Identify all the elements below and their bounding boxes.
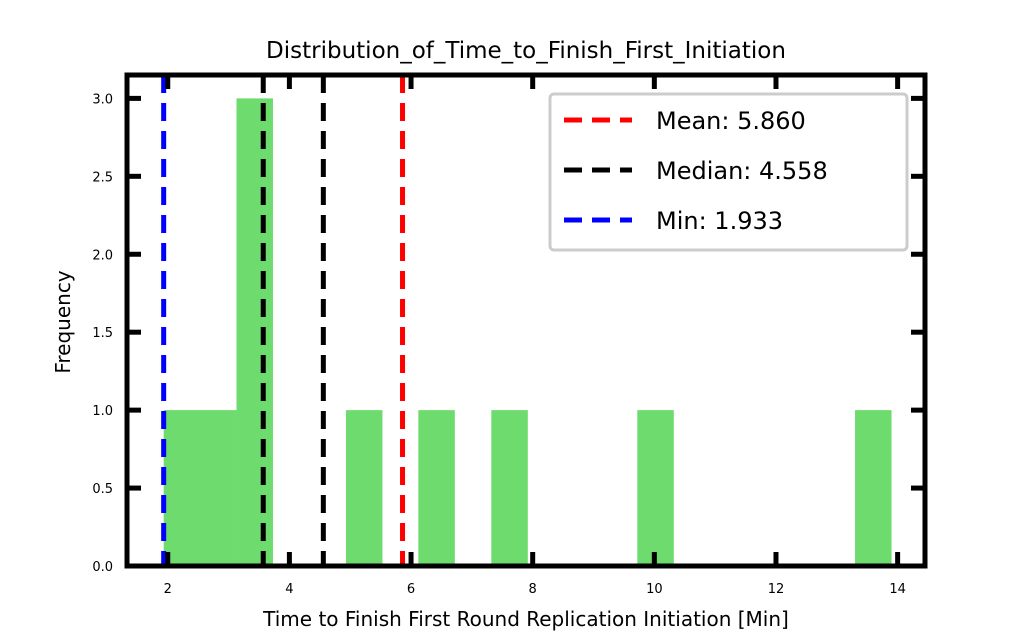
x-tick-label: 2 [164, 582, 172, 597]
plot-area [124, 72, 928, 569]
histogram-bar-0 [163, 410, 237, 566]
histogram-bar-5 [637, 410, 674, 566]
histogram-bar-2 [345, 410, 383, 566]
y-tick-label: 1.0 [92, 404, 113, 419]
legend-min-label: Min: 1.933 [656, 207, 783, 235]
legend-mean-label: Mean: 5.860 [656, 107, 806, 135]
x-tick-label: 6 [407, 582, 415, 597]
x-tick-label: 14 [889, 582, 906, 597]
chart-title: Distribution_of_Time_to_Finish_First_Ini… [266, 38, 786, 64]
x-tick-label: 8 [529, 582, 537, 597]
histogram-bar-4 [491, 410, 528, 566]
histogram-bar-6 [855, 410, 892, 566]
legend-median-label: Median: 4.558 [656, 157, 828, 185]
legend: Mean: 5.860 Median: 4.558 Min: 1.933 [548, 92, 909, 252]
histogram-bar-3 [418, 410, 455, 566]
y-tick-label: 3.0 [92, 92, 113, 107]
plot-frame [124, 72, 928, 569]
y-tick-label: 2.0 [92, 248, 113, 263]
axis-ticks: 2 4 6 8 10 12 14 0.0 0.5 1.0 1.5 2.0 2.5 3.0 [92, 75, 925, 597]
x-tick-label: 4 [285, 582, 293, 597]
x-axis-label: Time to Finish First Round Replication I… [262, 607, 789, 631]
legend-box [548, 92, 909, 252]
histogram-bar-1 [236, 98, 273, 566]
y-tick-label: 0.0 [92, 560, 113, 575]
y-axis-label: Frequency [51, 270, 75, 373]
x-tick-label: 10 [646, 582, 663, 597]
y-tick-label: 0.5 [92, 482, 113, 497]
y-tick-label: 1.5 [92, 326, 113, 341]
y-tick-label: 2.5 [92, 170, 113, 185]
x-tick-label: 12 [768, 582, 785, 597]
